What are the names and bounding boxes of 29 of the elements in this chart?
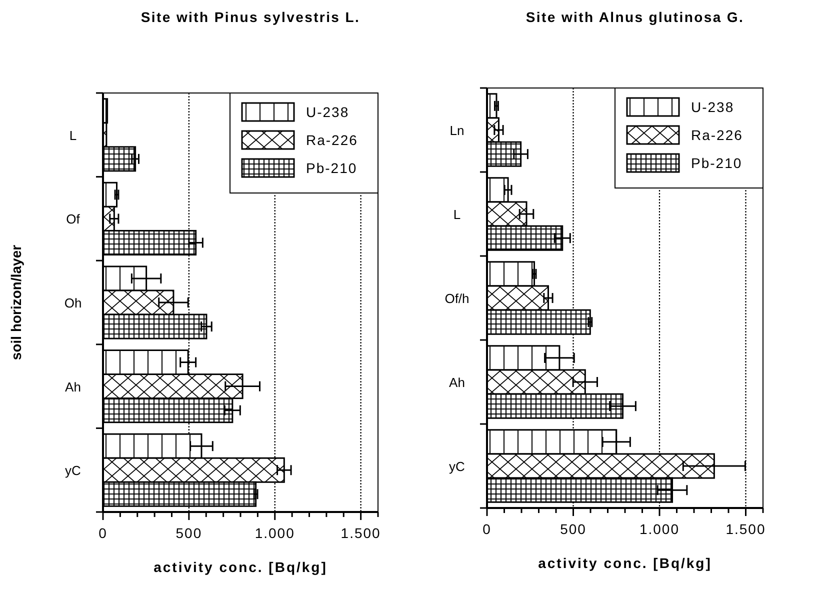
legend-label: Ra-226 bbox=[691, 127, 743, 143]
y-tick-label: Ah bbox=[449, 375, 465, 390]
x-tick-label: 1.500 bbox=[726, 521, 766, 537]
y-tick-label: Of bbox=[66, 212, 80, 227]
y-tick-label: yC bbox=[65, 463, 81, 478]
legend-label: U-238 bbox=[306, 104, 350, 120]
y-tick-label: yC bbox=[449, 459, 465, 474]
x-tick-label: 0 bbox=[98, 525, 108, 541]
x-axis-title: activity conc. [Bq/kg] bbox=[154, 559, 328, 575]
chart-title: Site with Pinus sylvestris L. bbox=[140, 9, 360, 25]
legend-label: U-238 bbox=[691, 99, 734, 115]
x-axis-title: activity conc. [Bq/kg] bbox=[538, 555, 712, 571]
x-tick-label: 1.500 bbox=[340, 525, 381, 541]
legend-label: Pb-210 bbox=[306, 160, 358, 176]
y-tick-label: Oh bbox=[64, 296, 82, 310]
y-tick-label: L bbox=[69, 128, 77, 143]
chart-title: Site with Alnus glutinosa G. bbox=[526, 9, 744, 25]
y-tick-label: Ln bbox=[450, 123, 464, 138]
y-tick-label: Ah bbox=[65, 379, 81, 394]
x-tick-label: 1.000 bbox=[254, 525, 295, 541]
x-tick-label: 500 bbox=[176, 525, 202, 541]
y-tick-label: Of/h bbox=[444, 291, 470, 306]
legend-label: Ra-226 bbox=[306, 132, 358, 148]
legend-label: Pb-210 bbox=[691, 155, 742, 171]
x-tick-label: 0 bbox=[482, 521, 492, 537]
y-tick-label: L bbox=[453, 207, 461, 222]
x-tick-label: 1.000 bbox=[639, 521, 680, 537]
x-tick-label: 500 bbox=[560, 521, 586, 537]
y-axis-title: soil horizon/layer bbox=[8, 244, 24, 360]
